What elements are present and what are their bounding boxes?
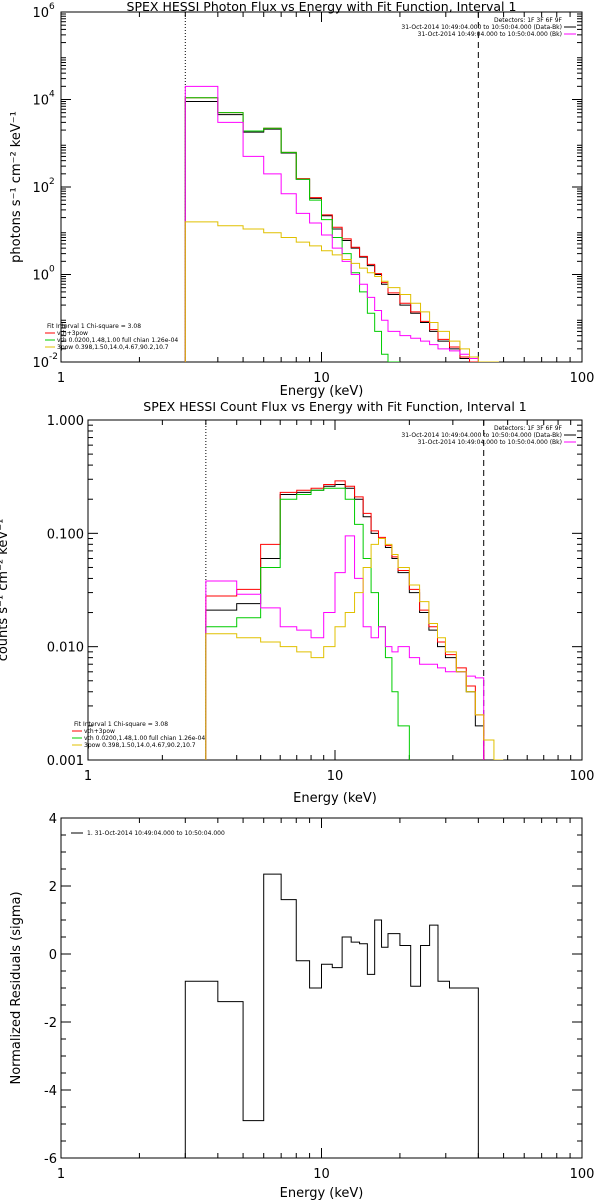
x-axis-label: Energy (keV) [280, 1186, 364, 1200]
y-tick-label: 10 [32, 269, 49, 284]
x-tick-label: 100 [570, 371, 595, 386]
series-group [205, 480, 504, 760]
y-tick-exponent: -2 [49, 352, 58, 362]
x-axis-label: Energy (keV) [293, 791, 377, 806]
plot-frame [60, 11, 583, 363]
x-axis-label: Energy (keV) [280, 384, 364, 399]
chart-panel-3: Energy (keV) Normalized Residuals (sigma)… [9, 812, 594, 1200]
legend-text: Fit Interval 1 Chi-square = 3.08 [47, 323, 141, 330]
series-line-4 [184, 85, 479, 362]
x-tick-label: 1 [84, 769, 92, 784]
legend-text: Detectors: 1F 3F 6F 9F [494, 17, 563, 24]
series-line-2 [205, 480, 485, 760]
legend-text: Detectors: 1F 3F 6F 9F [494, 425, 563, 432]
x-tick-label: 10 [327, 769, 344, 784]
y-axis-label: Normalized Residuals (sigma) [9, 891, 24, 1084]
chart-panel-2: SPEX HESSI Count Flux vs Energy with Fit… [0, 399, 594, 806]
y-tick-label: 0.100 [47, 527, 84, 542]
series-line-4 [205, 535, 485, 760]
legend-text: vth+3pow [84, 728, 115, 735]
y-tick-exponent: 2 [49, 177, 55, 187]
legend-text: 1. 31-Oct-2014 10:49:04.000 to 10:50:04.… [87, 830, 225, 837]
series-line-5 [205, 538, 504, 760]
y-tick-label: 10 [32, 356, 49, 371]
x-tick-label: 100 [570, 1167, 595, 1182]
y-tick-label: 4 [49, 812, 57, 827]
chart-title: SPEX HESSI Count Flux vs Energy with Fit… [143, 399, 526, 414]
legend-text: vth 0.0200,1.48,1.00 full chian 1.26e-04 [57, 337, 178, 344]
x-tick-label: 10 [313, 1167, 330, 1182]
y-tick-label: 1.000 [47, 414, 84, 429]
legend-text: Fit Interval 1 Chi-square = 3.08 [74, 721, 168, 728]
y-axis-label: counts s⁻¹ cm⁻² keV⁻¹ [0, 519, 11, 662]
series-line-3 [205, 487, 410, 760]
legend-text: 3pow 0.398,1.50,14.0,4.67,90.2,10.7 [84, 742, 196, 749]
y-tick-label: -4 [44, 1084, 57, 1099]
chart-panel-1: SPEX HESSI Photon Flux vs Energy with Fi… [9, 0, 594, 399]
legend-text: vth+3pow [57, 330, 88, 337]
y-tick-exponent: 4 [49, 90, 55, 100]
x-tick-label: 1 [57, 371, 65, 386]
series-line-1 [184, 873, 479, 1158]
legend-text: 31-Oct-2014 10:49:04.000 to 10:50:04.000… [418, 439, 562, 446]
y-tick-label: 2 [49, 880, 57, 895]
y-tick-exponent: 0 [49, 265, 55, 275]
legend-text: vth 0.0200,1.48,1.00 full chian 1.26e-04 [84, 735, 205, 742]
y-tick-label: 10 [32, 6, 49, 21]
series-line-5 [184, 221, 499, 362]
chart-title: SPEX HESSI Photon Flux vs Energy with Fi… [127, 0, 517, 14]
y-tick-label: 10 [32, 94, 49, 109]
x-tick-label: 1 [57, 1167, 65, 1182]
y-tick-label: 10 [32, 181, 49, 196]
y-tick-label: 0.001 [47, 754, 84, 769]
legend-text: 31-Oct-2014 10:49:04.000 to 10:50:04.000… [401, 24, 562, 31]
y-axis-label: photons s⁻¹ cm⁻² keV⁻¹ [9, 111, 24, 263]
x-tick-label: 100 [570, 769, 595, 784]
y-tick-label: -6 [44, 1152, 57, 1167]
legend-text: 31-Oct-2014 10:49:04.000 to 10:50:04.000… [401, 432, 562, 439]
series-line-3 [184, 97, 400, 362]
x-tick-label: 10 [313, 371, 330, 386]
series-group [184, 873, 479, 1158]
y-tick-label: 0.010 [47, 641, 84, 656]
y-tick-label: -2 [44, 1016, 57, 1031]
legend-text: 31-Oct-2014 10:49:04.000 to 10:50:04.000… [418, 31, 562, 38]
legend-text: 3pow 0.398,1.50,14.0,4.67,90.2,10.7 [57, 344, 169, 351]
y-tick-exponent: 6 [49, 2, 55, 12]
series-group [184, 85, 499, 362]
y-tick-label: 0 [49, 948, 57, 963]
